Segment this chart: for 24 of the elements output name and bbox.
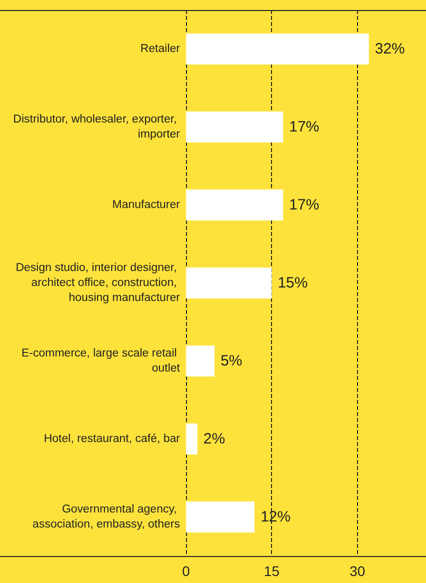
bar xyxy=(186,424,198,454)
data-label: 17% xyxy=(289,118,320,136)
data-label: 12% xyxy=(260,508,291,526)
bar xyxy=(186,502,255,532)
data-label: 2% xyxy=(203,430,226,448)
bar xyxy=(186,346,215,376)
data-label: 15% xyxy=(278,274,308,292)
data-label: 17% xyxy=(289,196,320,214)
x-tick-label: 30 xyxy=(350,563,366,579)
y-tick-label: E-commerce, large scale retail outlet xyxy=(22,348,181,374)
y-tick-label: Hotel, restaurant, café, bar xyxy=(44,433,180,445)
y-tick-label: Governmental agency, association, embassy, others xyxy=(32,504,180,530)
y-tick-label: Design studio, interior designer, architect office, construction, housing manufacturer xyxy=(16,262,180,304)
y-tick-label: Retailer xyxy=(140,43,180,55)
bar xyxy=(186,190,284,220)
bar xyxy=(186,112,284,142)
bar xyxy=(186,268,272,298)
y-tick-label: Manufacturer xyxy=(112,199,180,211)
y-tick-label: Distributor, wholesaler, exporter, importer xyxy=(13,114,180,140)
x-tick-label: 15 xyxy=(264,563,280,579)
x-tick-label: 0 xyxy=(182,563,190,579)
data-label: 32% xyxy=(374,40,405,58)
data-label: 5% xyxy=(220,352,242,370)
bar xyxy=(186,34,369,64)
